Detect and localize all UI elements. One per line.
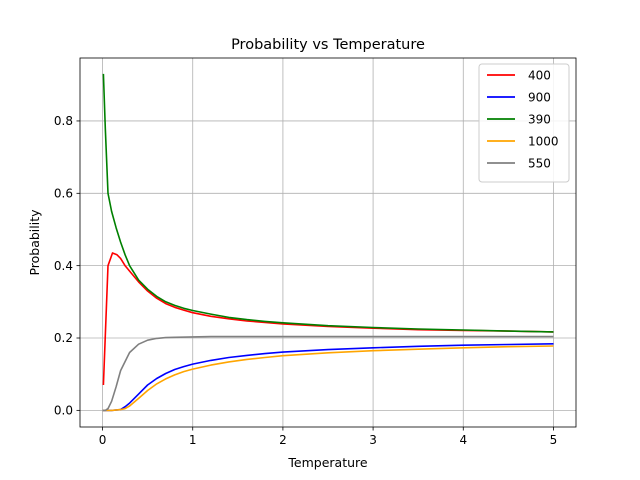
y-tick-label: 0.0: [54, 404, 73, 418]
x-tick-label: 1: [189, 433, 197, 447]
series-line-390: [102, 73, 554, 333]
legend-box: [478, 63, 570, 183]
legend-label: 400: [528, 68, 551, 82]
y-tick-label: 0.8: [54, 114, 73, 128]
series-lines: [102, 73, 554, 412]
legend-label: 1000: [528, 134, 559, 148]
legend-label: 550: [528, 156, 551, 170]
x-axis-label: Temperature: [287, 455, 367, 470]
x-tick-label: 4: [459, 433, 467, 447]
x-tick-label: 0: [99, 433, 107, 447]
legend: 400 900 390 1000 550: [478, 63, 570, 183]
x-tick-label: 5: [550, 433, 558, 447]
series-line-900: [102, 343, 554, 412]
x-tick-label: 3: [369, 433, 377, 447]
y-tick-label: 0.6: [54, 187, 73, 201]
y-tick-label: 0.2: [54, 331, 73, 345]
ticks: 0 1 2 3 4 5 0.0 0.2 0.4 0.6 0.8: [54, 114, 557, 447]
series-line-550: [102, 335, 554, 412]
y-tick-label: 0.4: [54, 259, 73, 273]
series-line-1000: [102, 345, 554, 412]
chart-title: Probability vs Temperature: [231, 37, 425, 53]
plot-frame: [79, 57, 577, 428]
legend-label: 900: [528, 90, 551, 104]
x-tick-label: 2: [279, 433, 287, 447]
legend-label: 390: [528, 112, 551, 126]
y-axis-label: Probability: [27, 209, 42, 276]
